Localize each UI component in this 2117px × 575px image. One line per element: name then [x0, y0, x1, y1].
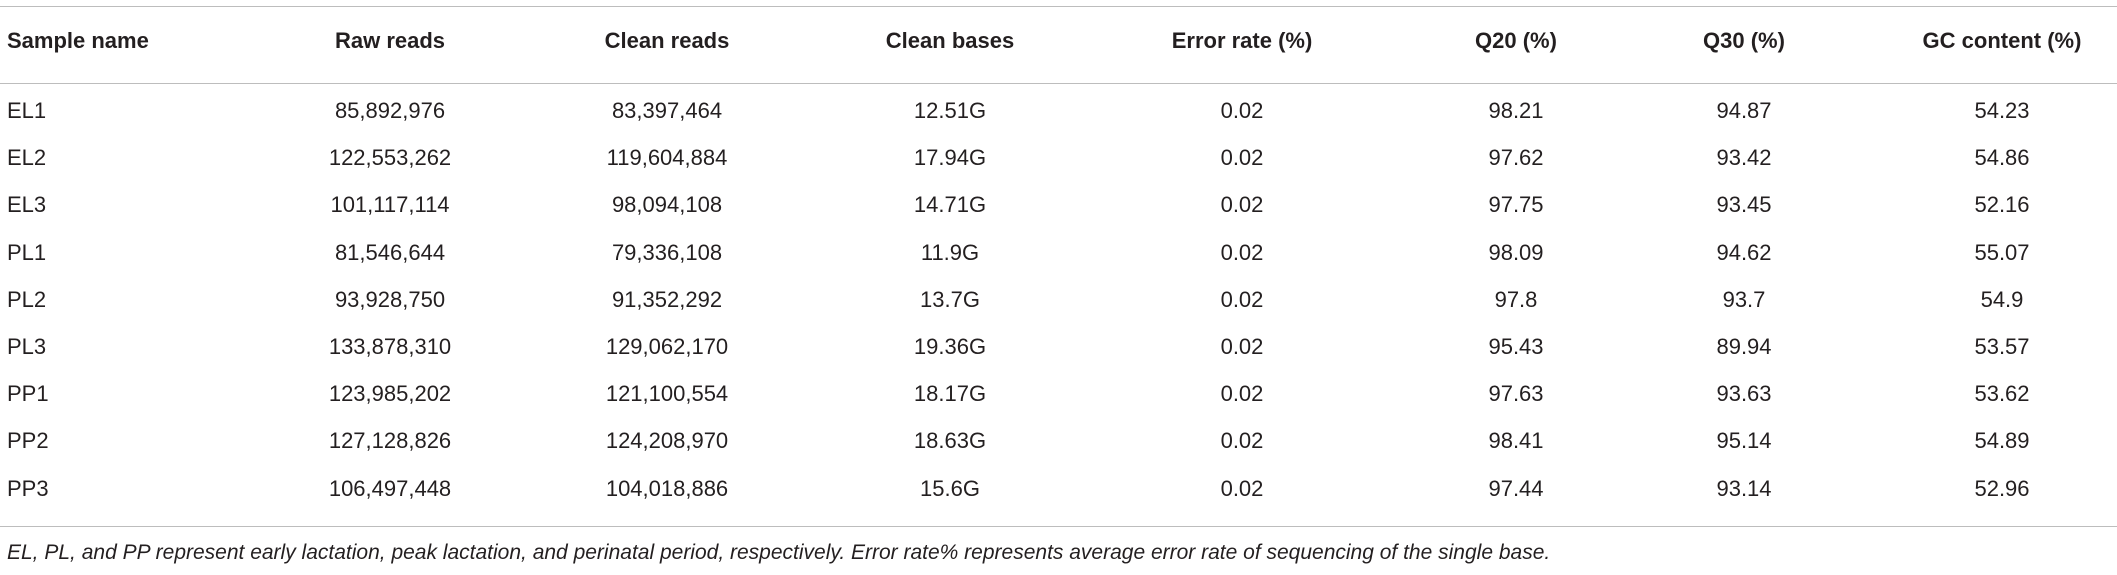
- header-cell: GC content (%): [1922, 28, 2082, 53]
- table-cell: 97.63: [1488, 381, 1544, 407]
- table-cell: 13.7G: [920, 286, 980, 312]
- table-cell: 11.9G: [920, 239, 980, 265]
- table-cell: 94.62: [1716, 239, 1772, 265]
- table-cell: 123,985,202: [328, 381, 452, 407]
- top-rule: [0, 6, 2117, 7]
- table-cell: PP1: [7, 381, 49, 407]
- table-cell: 0.02: [1220, 192, 1264, 218]
- table-cell: 97.44: [1488, 475, 1544, 501]
- table-cell: 97.75: [1488, 192, 1544, 218]
- table-cell: PP3: [7, 475, 49, 501]
- table-cell: 53.57: [1974, 334, 2030, 359]
- table-cell: 85,892,976: [334, 98, 446, 123]
- footnote: EL, PL, and PP represent early lactation…: [7, 541, 1551, 564]
- header-cell: Q30 (%): [1703, 28, 1785, 53]
- table-cell: PL2: [7, 286, 47, 312]
- table-cell: 133,878,310: [328, 334, 452, 359]
- table-cell: 95.14: [1716, 428, 1772, 454]
- header-cell: Error rate (%): [1171, 28, 1313, 53]
- header-cell: Sample name: [7, 28, 149, 53]
- table-cell: EL2: [7, 145, 47, 171]
- table-cell: PP2: [7, 428, 49, 454]
- table-cell: 52.16: [1974, 192, 2030, 218]
- table-cell: 98.21: [1488, 98, 1544, 123]
- table-cell: 0.02: [1220, 334, 1264, 359]
- table-cell: 93.63: [1716, 381, 1772, 407]
- table-cell: 97.62: [1488, 145, 1544, 171]
- table-cell: EL1: [7, 98, 47, 123]
- table-cell: 122,553,262: [328, 145, 452, 171]
- table-cell: 0.02: [1220, 145, 1264, 171]
- header-rule: [0, 83, 2117, 84]
- table-cell: 104,018,886: [605, 475, 729, 501]
- header-cell: Q20 (%): [1475, 28, 1557, 53]
- header-cell: Clean reads: [604, 28, 730, 53]
- header-cell: Clean bases: [885, 28, 1015, 53]
- table-cell: 93.45: [1716, 192, 1772, 218]
- table-cell: 98.41: [1488, 428, 1544, 454]
- table-cell: 119,604,884: [606, 145, 728, 171]
- table-cell: 93.7: [1722, 286, 1766, 312]
- table-cell: 121,100,554: [605, 381, 729, 407]
- table-cell: EL3: [7, 192, 47, 218]
- table-cell: 95.43: [1488, 334, 1544, 359]
- table-cell: 12.51G: [913, 98, 987, 123]
- table-cell: 93.14: [1716, 475, 1772, 501]
- table-cell: 98,094,108: [611, 192, 723, 218]
- bottom-rule: [0, 526, 2117, 527]
- table-cell: 129,062,170: [605, 334, 729, 359]
- table-cell: 89.94: [1716, 334, 1772, 359]
- table-cell: 19.36G: [913, 334, 987, 359]
- table-cell: 0.02: [1220, 475, 1264, 501]
- table-cell: 97.8: [1494, 286, 1538, 312]
- table-cell: 54.86: [1974, 145, 2030, 171]
- table-cell: 54.89: [1974, 428, 2030, 454]
- table-cell: 83,397,464: [611, 98, 723, 123]
- table-cell: 81,546,644: [334, 239, 446, 265]
- table-cell: PL1: [7, 239, 47, 265]
- table-cell: 0.02: [1220, 98, 1264, 123]
- table-cell: 93.42: [1716, 145, 1772, 171]
- table-cell: 18.17G: [913, 381, 987, 407]
- table-cell: 106,497,448: [328, 475, 452, 501]
- table-cell: 91,352,292: [611, 286, 723, 312]
- table-cell: 93,928,750: [334, 286, 446, 312]
- table-cell: 127,128,826: [328, 428, 452, 454]
- table-cell: 53.62: [1974, 381, 2030, 407]
- table-cell: 101,117,114: [330, 192, 450, 218]
- table-cell: 0.02: [1220, 286, 1264, 312]
- table-cell: 79,336,108: [611, 239, 723, 265]
- table-cell: 14.71G: [913, 192, 987, 218]
- table-cell: 94.87: [1716, 98, 1772, 123]
- table-cell: 54.9: [1980, 286, 2024, 312]
- table-cell: 124,208,970: [605, 428, 729, 454]
- table-cell: 98.09: [1488, 239, 1544, 265]
- table-cell: 18.63G: [913, 428, 987, 454]
- table-cell: 0.02: [1220, 428, 1264, 454]
- table-cell: 17.94G: [913, 145, 987, 171]
- table-cell: 0.02: [1220, 381, 1264, 407]
- table-cell: PL3: [7, 334, 47, 359]
- header-cell: Raw reads: [334, 28, 446, 53]
- table-cell: 54.23: [1974, 98, 2030, 123]
- table-cell: 15.6G: [920, 475, 980, 501]
- table-cell: 0.02: [1220, 239, 1264, 265]
- table-cell: 55.07: [1974, 239, 2030, 265]
- table-cell: 52.96: [1974, 475, 2030, 501]
